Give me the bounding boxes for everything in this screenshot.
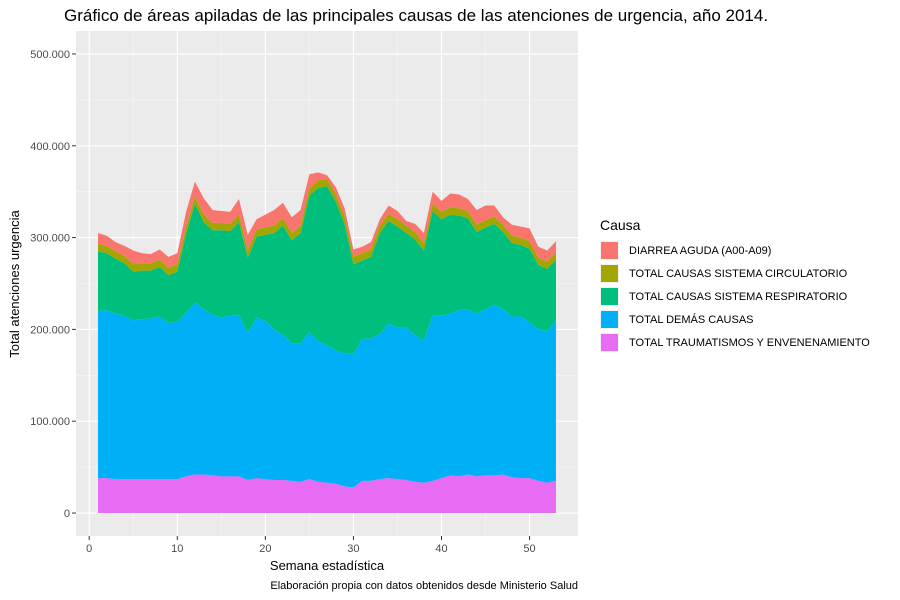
legend-label: TOTAL TRAUMATISMOS Y ENVENENAMIENTO: [629, 336, 870, 349]
legend-label: TOTAL CAUSAS SISTEMA RESPIRATORIO: [629, 290, 848, 303]
legend-items: DIARREA AGUDA (A00-A09) TOTAL CAUSAS SIST…: [600, 239, 870, 354]
legend-label: DIARREA AGUDA (A00-A09): [629, 244, 772, 257]
legend-label: TOTAL CAUSAS SISTEMA CIRCULATORIO: [629, 267, 848, 280]
area-series-2: [98, 186, 556, 355]
legend-item: TOTAL CAUSAS SISTEMA RESPIRATORIO: [600, 285, 870, 308]
y-tick-label: 200.000: [30, 324, 70, 336]
y-tick-label: 500.000: [30, 49, 70, 61]
legend-label: TOTAL DEMÁS CAUSAS: [629, 313, 754, 326]
legend-item: TOTAL CAUSAS SISTEMA CIRCULATORIO: [600, 262, 870, 285]
area-series-3: [98, 178, 556, 276]
y-tick-label: 300.000: [30, 233, 70, 245]
legend-key: [600, 333, 619, 352]
legend-swatch: [601, 265, 618, 282]
legend-swatch: [601, 334, 618, 351]
x-tick-label: 40: [435, 543, 447, 555]
y-tick-label: 400.000: [30, 141, 70, 153]
legend-key: [600, 287, 619, 306]
x-tick-label: 0: [86, 543, 92, 555]
legend-title: Causa: [600, 217, 641, 233]
legend-swatch: [601, 311, 618, 328]
chart-caption: Elaboración propia con datos obtenidos d…: [270, 580, 578, 592]
legend-key: [600, 264, 619, 283]
area-series-4: [98, 172, 556, 268]
legend-item: TOTAL TRAUMATISMOS Y ENVENENAMIENTO: [600, 331, 870, 354]
area-series-1: [98, 302, 556, 488]
y-tick-label: 0: [64, 508, 70, 520]
stacked-areas: [98, 172, 556, 514]
legend-key: [600, 310, 619, 329]
legend-key: [600, 241, 619, 260]
x-axis-title: Semana estadística: [270, 558, 385, 573]
x-tick-label: 10: [171, 543, 183, 555]
legend: Causa DIARREA AGUDA (A00-A09) TOTAL CAUSA…: [600, 217, 870, 354]
x-tick-label: 30: [347, 543, 359, 555]
legend-swatch: [601, 242, 618, 259]
legend-item: DIARREA AGUDA (A00-A09): [600, 239, 870, 262]
x-tick-label: 20: [259, 543, 271, 555]
x-tick-label: 50: [523, 543, 535, 555]
x-axis: 0 10 20 30 40 50: [86, 536, 536, 555]
y-axis: 0 100.000 200.000 300.000 400.000 500.000: [30, 49, 76, 520]
area-series-0: [98, 474, 556, 514]
legend-item: TOTAL DEMÁS CAUSAS: [600, 308, 870, 331]
y-tick-label: 100.000: [30, 416, 70, 428]
legend-swatch: [601, 288, 618, 305]
y-axis-title: Total atenciones urgencia: [7, 210, 22, 358]
chart-title: Gráfico de áreas apiladas de las princip…: [64, 6, 769, 25]
